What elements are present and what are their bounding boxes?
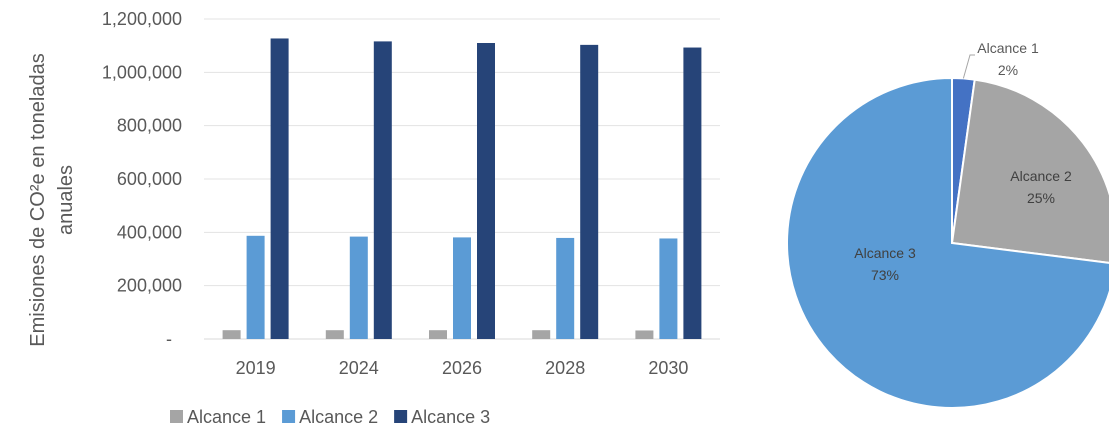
y-axis-label-line: Emisiones de CO²e en toneladas (27, 53, 49, 347)
pie-slice-alcance-2 (950, 78, 1109, 264)
pie-percent-label: 73% (871, 267, 899, 283)
legend-label: Alcance 1 (187, 407, 266, 427)
bar-alcance-2-2028 (556, 237, 575, 339)
pie-leader-line (962, 54, 975, 79)
bar-chart: - 200,000 400,000 600,000 800,000 1,000,000 1,… (27, 9, 720, 427)
bar-alcance-1-2026 (429, 330, 447, 339)
y-tick-label: 1,200,000 (102, 9, 182, 29)
bar-alcance-3-2026 (477, 43, 495, 339)
legend-swatch (170, 410, 183, 423)
x-tick-label: 2028 (545, 358, 585, 378)
legend-label: Alcance 3 (411, 407, 490, 427)
bar-alcance-3-2030 (683, 47, 702, 340)
x-tick-label: 2030 (648, 358, 688, 378)
bar-alcance-1-2028 (532, 330, 551, 339)
x-tick-label: 2019 (236, 358, 276, 378)
bar-alcance-3-2019 (270, 38, 289, 339)
x-tick-label: 2026 (442, 358, 482, 378)
y-tick-label: 1,000,000 (102, 62, 182, 82)
bar-alcance-2-2024 (349, 236, 368, 339)
pie-label: Alcance 3 (854, 245, 916, 261)
bar-alcance-2-2019 (246, 235, 265, 339)
bar-alcance-2-2030 (659, 238, 678, 339)
y-tick-label: 400,000 (117, 222, 182, 242)
y-axis-label-line: anuales (55, 165, 77, 235)
pie-percent-label: 2% (998, 62, 1018, 78)
pie-chart: Alcance 1 2% Alcance 2 25% Alcance 3 73% (786, 40, 1109, 409)
legend-swatch (282, 410, 296, 423)
bar-alcance-1-2030 (635, 330, 654, 339)
y-tick-label: - (166, 329, 172, 349)
x-tick-label: 2024 (339, 358, 379, 378)
legend-label: Alcance 2 (299, 407, 378, 427)
y-tick-label: 200,000 (117, 276, 182, 296)
bar-alcance-3-2028 (580, 44, 599, 339)
bar-alcance-1-2019 (222, 330, 241, 339)
pie-slice-alcance-3 (786, 76, 1109, 409)
bar-alcance-2-2026 (453, 237, 471, 339)
bar-alcance-3-2024 (373, 41, 392, 340)
pie-label: Alcance 2 (1010, 168, 1072, 184)
y-axis-label: Emisiones de CO²e en toneladas anuales (27, 53, 77, 347)
bar-alcance-1-2024 (325, 330, 344, 339)
pie-percent-label: 25% (1027, 190, 1055, 206)
legend-swatch (394, 410, 408, 423)
y-tick-label: 600,000 (117, 169, 182, 189)
y-tick-label: 800,000 (117, 116, 182, 136)
pie-label: Alcance 1 (977, 40, 1039, 56)
